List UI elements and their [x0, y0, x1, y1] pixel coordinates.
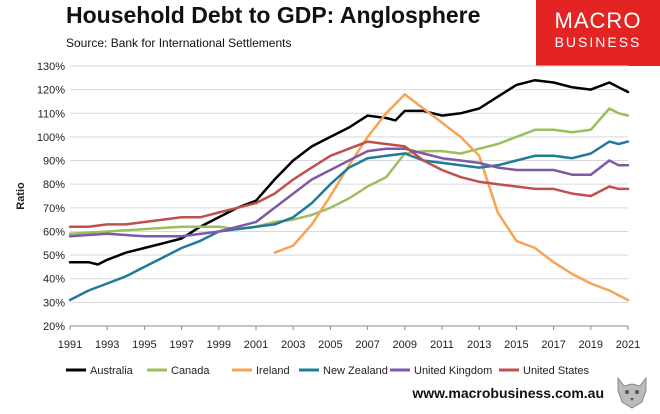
x-tick-label: 2017	[541, 339, 565, 351]
x-tick-label: 1993	[95, 339, 119, 351]
y-tick-label: 40%	[43, 274, 65, 286]
x-tick-label: 2011	[430, 339, 454, 351]
x-tick-label: 2003	[281, 339, 305, 351]
legend-label: Ireland	[256, 365, 290, 377]
legend-label: United States	[523, 365, 590, 377]
y-tick-label: 90%	[43, 156, 65, 168]
y-tick-label: 80%	[43, 179, 65, 191]
y-tick-label: 130%	[37, 61, 65, 73]
x-tick-label: 1999	[207, 339, 231, 351]
legend-label: New Zealand	[323, 365, 388, 377]
legend-label: Australia	[90, 365, 134, 377]
y-tick-label: 70%	[43, 203, 65, 215]
y-tick-label: 30%	[43, 297, 65, 309]
website-url[interactable]: www.macrobusiness.com.au	[412, 385, 604, 401]
macrobusiness-logo[interactable]: MACRO BUSINESS	[536, 0, 660, 66]
series-line-australia	[68, 78, 630, 266]
y-tick-label: 60%	[43, 226, 65, 238]
y-tick-label: 120%	[37, 85, 65, 97]
y-axis-label: Ratio	[15, 182, 27, 210]
x-tick-label: 2021	[616, 339, 640, 351]
x-tick-label: 2015	[504, 339, 528, 351]
wolf-icon	[617, 376, 647, 409]
x-tick-label: 2009	[393, 339, 417, 351]
x-tick-label: 1991	[58, 339, 82, 351]
x-tick-label: 2005	[318, 339, 342, 351]
y-tick-label: 110%	[38, 108, 66, 120]
logo-line-1: MACRO	[554, 8, 642, 33]
x-tick-label: 2013	[467, 339, 491, 351]
y-tick-label: 50%	[43, 250, 65, 262]
series-line-united-states	[68, 140, 630, 228]
x-tick-label: 2001	[244, 339, 268, 351]
chart-source: Source: Bank for International Settlemen…	[66, 36, 292, 50]
x-tick-label: 1997	[169, 339, 193, 351]
legend-label: United Kingdom	[414, 365, 492, 377]
chart-title: Household Debt to GDP: Anglosphere	[66, 2, 481, 28]
y-tick-label: 20%	[43, 321, 65, 333]
x-tick-label: 1995	[132, 339, 156, 351]
x-tick-label: 2019	[579, 339, 603, 351]
legend-label: Canada	[171, 365, 210, 377]
series-line-ireland	[273, 93, 630, 302]
series-line-united-kingdom	[68, 147, 630, 238]
series-line-new-zealand	[68, 140, 630, 302]
x-tick-label: 2007	[355, 339, 379, 351]
logo-line-2: BUSINESS	[554, 34, 642, 50]
y-tick-label: 100%	[37, 132, 65, 144]
